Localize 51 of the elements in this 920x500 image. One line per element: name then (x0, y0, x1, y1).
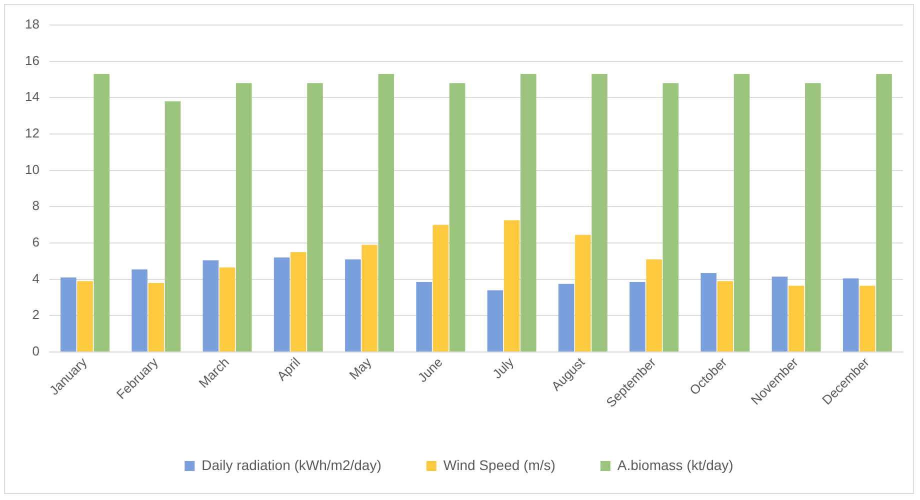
y-tick-label: 4 (32, 270, 40, 286)
bar (94, 74, 110, 352)
bar (132, 269, 148, 352)
y-tick-label: 14 (24, 89, 40, 104)
bar (700, 272, 716, 352)
y-tick-label: 12 (24, 126, 40, 141)
x-tick-label: May (346, 354, 375, 383)
bar (772, 276, 788, 352)
legend-label: Wind Speed (m/s) (443, 456, 556, 473)
bar (236, 83, 252, 352)
bar (788, 286, 804, 352)
legend-label: Daily radiation (kWh/m2/day) (202, 456, 382, 473)
bar (805, 83, 821, 352)
bar (432, 224, 449, 352)
bar (487, 290, 504, 352)
bar (164, 101, 181, 352)
bar (202, 260, 219, 352)
bar (219, 268, 236, 352)
bar (148, 282, 164, 352)
bar (77, 281, 93, 352)
bar (646, 259, 662, 352)
bar (630, 282, 646, 352)
bar (504, 220, 520, 352)
y-tick-label: 16 (24, 52, 40, 68)
bar (842, 278, 859, 352)
bar (449, 83, 466, 352)
y-tick-label: 18 (24, 16, 40, 32)
bar (860, 286, 876, 352)
bar (60, 278, 76, 352)
y-tick-label: 8 (32, 198, 40, 214)
bar (558, 284, 574, 352)
bar (734, 74, 750, 352)
x-tick-label: July (489, 354, 517, 382)
bar (662, 83, 679, 352)
bar (592, 74, 608, 352)
bar (575, 234, 591, 352)
bar (274, 258, 290, 352)
legend-label: A.biomass (kt/day) (617, 456, 734, 473)
bar (520, 74, 536, 352)
bar (345, 259, 361, 352)
bar (362, 244, 378, 352)
y-tick-label: 10 (24, 162, 40, 177)
bar (416, 282, 432, 352)
y-tick-label: 2 (32, 307, 40, 322)
bar (378, 74, 394, 352)
bar (290, 252, 306, 352)
y-tick-label: 6 (32, 234, 40, 250)
bar (307, 83, 323, 352)
y-tick-label: 0 (32, 344, 40, 359)
bar (717, 281, 734, 352)
bar (876, 74, 892, 352)
